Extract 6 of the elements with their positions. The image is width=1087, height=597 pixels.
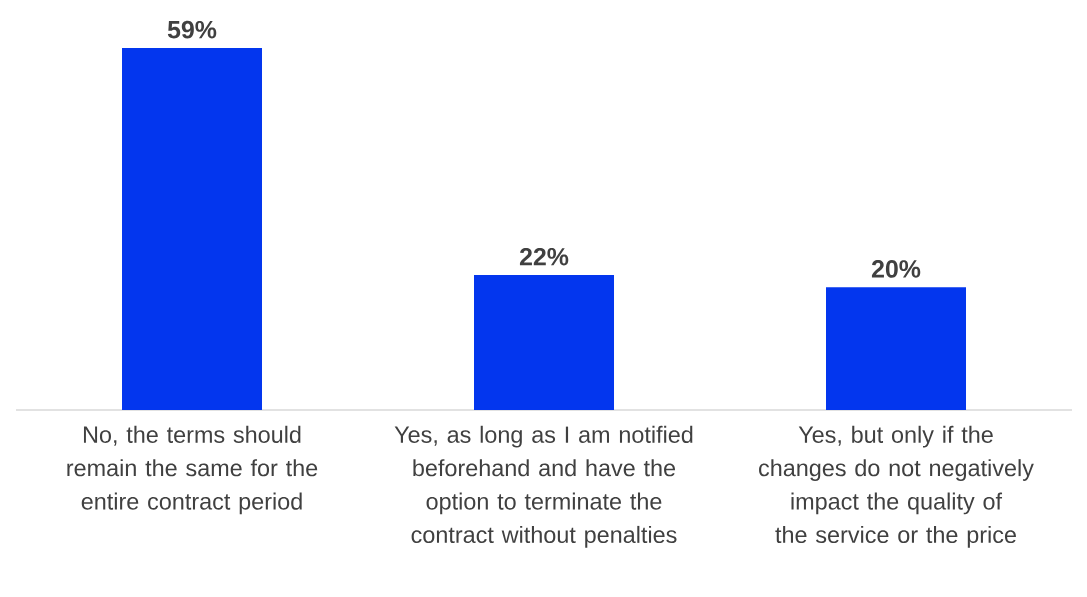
data-label: 59% [167,20,217,39]
x-tick-label: Yes, as long as I am notified beforehand and have the option to terminate the contract without penalties [394,425,693,548]
data-label: 20% [871,260,921,278]
x-tick-label: Yes, but only if the changes do not negatively impact the quality of the service or the price [759,425,1034,548]
x-tick-label: No, the terms should remain the same for the entire contract period [67,425,318,515]
data-label: 22% [519,247,569,266]
